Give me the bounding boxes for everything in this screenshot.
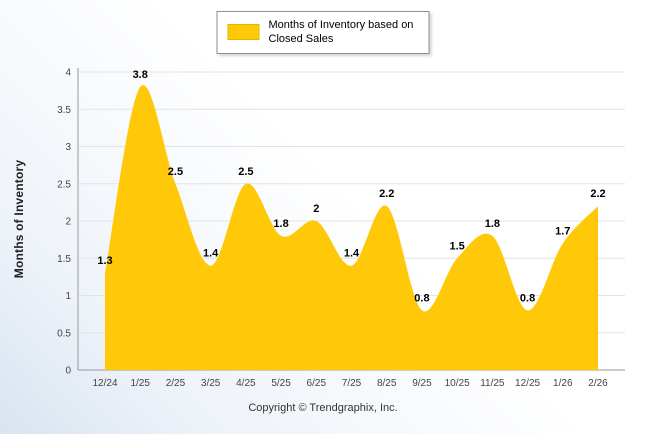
point-label: 1.7 xyxy=(555,225,570,237)
point-label: 1.4 xyxy=(344,248,360,260)
x-tick-label: 12/24 xyxy=(92,378,117,389)
point-label: 0.8 xyxy=(414,292,429,304)
x-tick-label: 12/25 xyxy=(515,378,540,389)
point-label: 2.5 xyxy=(168,166,183,178)
copyright-text: Copyright © Trendgraphix, Inc. xyxy=(248,402,398,414)
point-label: 1.3 xyxy=(97,255,112,267)
x-tick-label: 3/25 xyxy=(201,378,221,389)
legend: Months of Inventory based on Closed Sale… xyxy=(216,11,430,54)
point-label: 1.8 xyxy=(273,218,288,230)
x-tick-label: 9/25 xyxy=(412,378,432,389)
y-tick-label: 0.5 xyxy=(57,328,71,339)
area-series xyxy=(105,85,598,370)
x-tick-label: 2/25 xyxy=(166,378,186,389)
y-tick-label: 1 xyxy=(65,291,71,302)
point-label: 3.8 xyxy=(133,69,148,81)
x-tick-label: 1/25 xyxy=(130,378,150,389)
x-tick-label: 5/25 xyxy=(271,378,291,389)
legend-swatch-icon xyxy=(227,24,260,41)
x-tick-label: 6/25 xyxy=(307,378,327,389)
y-tick-label: 0 xyxy=(65,366,71,377)
y-tick-label: 4 xyxy=(65,68,71,79)
x-tick-label: 8/25 xyxy=(377,378,397,389)
x-tick-label: 1/26 xyxy=(553,378,573,389)
point-label: 2 xyxy=(313,203,319,215)
point-label: 1.4 xyxy=(203,248,219,260)
point-label: 2.2 xyxy=(590,188,605,200)
area-chart: 0 0.5 1 1.5 2 2.5 3 3.5 4 1.3 3.8 2.5 1.4 2.5 1.8 2 1.4 2… xyxy=(57,68,625,389)
y-tick-label: 2 xyxy=(65,217,71,228)
x-tick-label: 2/26 xyxy=(588,378,608,389)
point-label: 0.8 xyxy=(520,292,535,304)
y-tick-label: 1.5 xyxy=(57,254,71,265)
y-tick-label: 3 xyxy=(65,142,71,153)
x-tick-label: 10/25 xyxy=(445,378,470,389)
x-tick-label: 7/25 xyxy=(342,378,362,389)
y-tick-label: 3.5 xyxy=(57,105,71,116)
y-tick-label: 2.5 xyxy=(57,179,71,190)
point-label: 2.2 xyxy=(379,188,394,200)
legend-label: Months of Inventory based on Closed Sale… xyxy=(268,19,414,46)
point-label: 1.8 xyxy=(485,218,500,230)
point-label: 1.5 xyxy=(449,240,464,252)
point-label: 2.5 xyxy=(238,166,253,178)
x-tick-label: 4/25 xyxy=(236,378,256,389)
x-tick-label: 11/25 xyxy=(480,378,505,389)
